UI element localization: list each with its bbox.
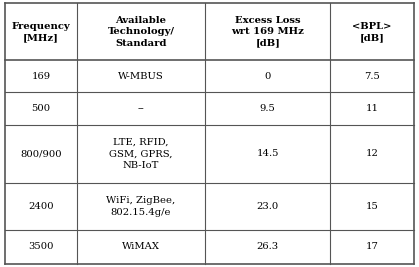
Text: 11: 11 [365, 104, 378, 113]
Text: 3500: 3500 [28, 242, 54, 252]
Text: Frequency
[MHz]: Frequency [MHz] [11, 22, 70, 42]
Text: --: -- [137, 104, 145, 113]
Text: 2400: 2400 [28, 202, 54, 211]
Text: 17: 17 [366, 242, 378, 252]
Text: 500: 500 [31, 104, 50, 113]
Text: W-MBUS: W-MBUS [118, 72, 164, 81]
Text: 9.5: 9.5 [260, 104, 276, 113]
Text: 169: 169 [31, 72, 50, 81]
Text: 15: 15 [366, 202, 378, 211]
Text: 23.0: 23.0 [257, 202, 279, 211]
Text: 12: 12 [366, 150, 378, 158]
Text: Excess Loss
wrt 169 MHz
[dB]: Excess Loss wrt 169 MHz [dB] [231, 16, 304, 48]
Text: <BPL>
[dB]: <BPL> [dB] [352, 22, 392, 42]
Text: Available
Technology/
Standard: Available Technology/ Standard [108, 16, 174, 48]
Text: WiMAX: WiMAX [122, 242, 160, 252]
Text: 800/900: 800/900 [20, 150, 62, 158]
Text: 14.5: 14.5 [256, 150, 279, 158]
Text: LTE, RFID,
GSM, GPRS,
NB-IoT: LTE, RFID, GSM, GPRS, NB-IoT [109, 138, 173, 170]
Text: WiFi, ZigBee,
802.15.4g/e: WiFi, ZigBee, 802.15.4g/e [106, 197, 176, 217]
Text: 0: 0 [264, 72, 271, 81]
Text: 7.5: 7.5 [364, 72, 380, 81]
Text: 26.3: 26.3 [257, 242, 279, 252]
